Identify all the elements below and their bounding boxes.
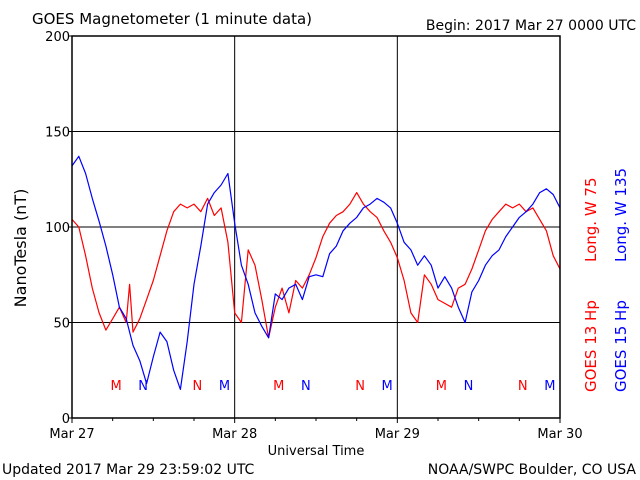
x-tick-label: Mar 27 xyxy=(49,427,94,442)
x-tick-label: Mar 29 xyxy=(375,427,420,442)
x-tick-label: Mar 30 xyxy=(537,427,582,442)
orbit-marker-n: N xyxy=(301,379,311,394)
orbit-marker-m: M xyxy=(110,379,121,394)
legend-goes13-name: GOES 13 Hp xyxy=(582,300,600,392)
orbit-marker-n: N xyxy=(138,379,148,394)
orbit-marker-n: N xyxy=(355,379,365,394)
series-layer xyxy=(71,155,561,390)
begin-time-label: Begin: 2017 Mar 27 0000 UTC xyxy=(426,18,636,34)
legend-goes15-longitude: Long. W 135 xyxy=(612,168,630,262)
legend-goes15-name: GOES 15 Hp xyxy=(612,300,630,392)
y-tick-label: 50 xyxy=(53,317,70,332)
orbit-marker-m: M xyxy=(544,379,555,394)
legend-goes13: GOES 13 Hp Long. W 75 xyxy=(582,177,600,392)
legend-goes15: GOES 15 Hp Long. W 135 xyxy=(612,168,630,392)
y-tick-label: 200 xyxy=(45,30,70,45)
axis-layer: 0 50 100 150 200 Mar 27 Mar 28 Mar 29 Mar 30 xyxy=(45,30,582,442)
y-tick-label: 0 xyxy=(62,412,70,427)
orbit-marker-n: N xyxy=(193,379,203,394)
orbit-marker-m: M xyxy=(436,379,447,394)
y-axis-label: NanoTesla (nT) xyxy=(11,189,30,308)
series-line-goes13 xyxy=(71,192,561,339)
grid-layer xyxy=(72,36,560,418)
series-line-goes15 xyxy=(71,155,561,390)
orbit-marker-m: M xyxy=(382,379,393,394)
y-tick-label: 100 xyxy=(45,221,70,236)
source-label: NOAA/SWPC Boulder, CO USA xyxy=(428,462,637,478)
orbit-marker-n: N xyxy=(464,379,474,394)
orbit-marker-m: M xyxy=(273,379,284,394)
chart-title: GOES Magnetometer (1 minute data) xyxy=(32,10,312,28)
orbit-marker-n: N xyxy=(518,379,528,394)
updated-label: Updated 2017 Mar 29 23:59:02 UTC xyxy=(2,462,255,478)
marker-layer: M N M N M NN M N M N M xyxy=(110,379,555,394)
x-tick-label: Mar 28 xyxy=(212,427,257,442)
legend-goes13-longitude: Long. W 75 xyxy=(582,177,600,262)
x-axis-label: Universal Time xyxy=(268,444,365,459)
orbit-marker-m: M xyxy=(219,379,230,394)
y-tick-label: 150 xyxy=(45,126,70,141)
